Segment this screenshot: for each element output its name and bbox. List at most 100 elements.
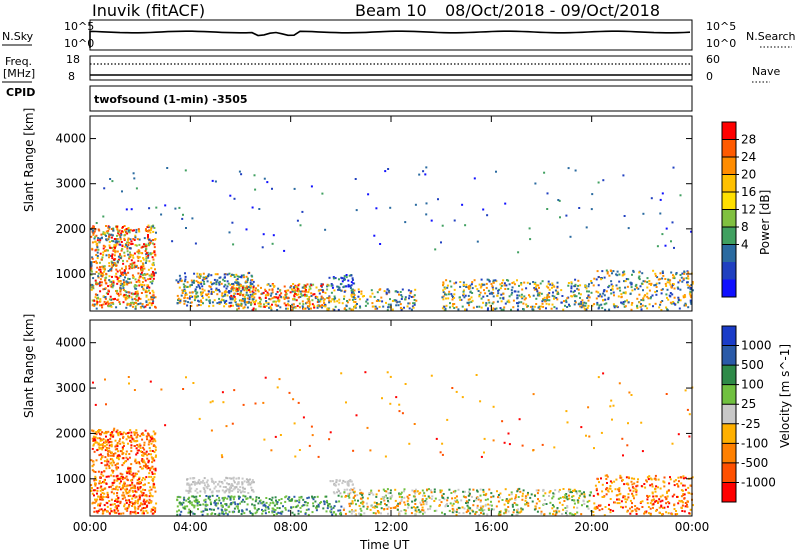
power-point xyxy=(313,306,316,309)
velocity-point xyxy=(515,494,518,497)
velocity-point xyxy=(100,471,103,474)
power-point xyxy=(322,299,325,302)
power-point xyxy=(309,287,312,290)
power-point xyxy=(93,230,96,233)
power-point xyxy=(613,306,616,309)
power-colorbar-segment xyxy=(722,209,736,228)
power-point xyxy=(291,288,294,291)
power-point xyxy=(657,278,660,281)
velocity-point xyxy=(605,474,608,477)
power-point xyxy=(131,266,134,269)
power-point xyxy=(155,206,158,209)
velocity-point xyxy=(122,483,125,486)
power-point xyxy=(146,290,149,293)
velocity-point xyxy=(627,496,630,499)
nave-tick-high: 60 xyxy=(706,53,720,66)
velocity-point xyxy=(451,387,454,389)
power-point xyxy=(134,244,137,247)
velocity-point xyxy=(176,513,179,516)
velocity-point xyxy=(204,491,207,494)
power-point xyxy=(251,279,254,281)
velocity-point xyxy=(139,444,142,447)
power-point xyxy=(120,288,123,291)
power-point xyxy=(520,283,523,286)
power-point xyxy=(516,294,519,297)
power-point xyxy=(117,292,120,295)
velocity-point xyxy=(455,390,458,393)
power-point xyxy=(629,292,632,295)
velocity-point xyxy=(333,492,336,495)
power-point xyxy=(451,294,454,297)
velocity-point xyxy=(229,486,231,489)
velocity-point xyxy=(451,497,454,500)
power-point xyxy=(90,283,92,286)
velocity-point xyxy=(681,504,684,507)
velocity-point xyxy=(116,507,119,510)
power-point xyxy=(396,291,399,294)
power-point xyxy=(276,309,279,311)
velocity-point xyxy=(588,499,591,502)
power-point xyxy=(234,301,237,303)
velocity-point xyxy=(151,458,154,461)
power-point xyxy=(551,286,553,289)
power-point xyxy=(314,297,317,300)
power-point xyxy=(134,287,137,290)
velocity-point xyxy=(135,473,138,475)
velocity-point xyxy=(537,498,539,501)
power-point xyxy=(302,286,305,289)
power-point xyxy=(112,303,115,305)
velocity-point xyxy=(301,505,304,508)
power-point xyxy=(372,305,375,308)
velocity-point xyxy=(618,488,621,491)
velocity-point xyxy=(113,492,115,495)
velocity-point xyxy=(624,495,627,498)
power-point xyxy=(452,296,454,299)
power-point xyxy=(196,272,199,275)
velocity-point xyxy=(657,486,659,489)
power-point xyxy=(486,278,489,281)
velocity-point xyxy=(678,499,681,502)
power-point xyxy=(465,286,468,288)
power-point xyxy=(455,306,458,309)
power-point xyxy=(137,252,140,255)
velocity-point xyxy=(530,493,533,496)
velocity-point xyxy=(116,488,119,491)
power-point xyxy=(209,286,212,288)
power-point xyxy=(347,283,350,286)
velocity-point xyxy=(613,501,616,504)
velocity-colorbar-segment xyxy=(722,443,736,464)
velocity-point xyxy=(600,477,602,480)
power-point xyxy=(508,301,511,304)
velocity-point xyxy=(526,493,529,496)
power-point xyxy=(351,277,354,280)
power-point xyxy=(149,241,152,244)
velocity-point xyxy=(361,496,364,499)
velocity-point xyxy=(377,510,380,513)
power-point xyxy=(677,299,680,301)
velocity-point xyxy=(414,513,417,516)
power-point xyxy=(237,293,240,295)
velocity-point xyxy=(325,495,328,498)
velocity-point xyxy=(137,449,140,452)
power-point xyxy=(219,301,222,304)
power-point xyxy=(517,290,520,293)
velocity-point xyxy=(263,503,266,506)
power-point xyxy=(533,287,536,289)
power-point xyxy=(607,286,610,289)
power-point xyxy=(302,303,305,306)
power-point xyxy=(145,252,148,255)
power-point xyxy=(624,305,627,308)
velocity-point xyxy=(413,506,415,509)
velocity-point xyxy=(359,497,362,500)
velocity-point xyxy=(652,495,655,498)
velocity-point xyxy=(587,406,590,409)
velocity-point xyxy=(110,445,113,448)
velocity-point xyxy=(193,504,196,507)
velocity-point xyxy=(681,510,684,512)
velocity-point xyxy=(294,455,297,458)
velocity-point xyxy=(91,437,94,440)
power-point xyxy=(661,300,664,302)
power-point xyxy=(259,302,262,305)
power-point xyxy=(126,303,129,306)
velocity-point xyxy=(210,508,213,511)
